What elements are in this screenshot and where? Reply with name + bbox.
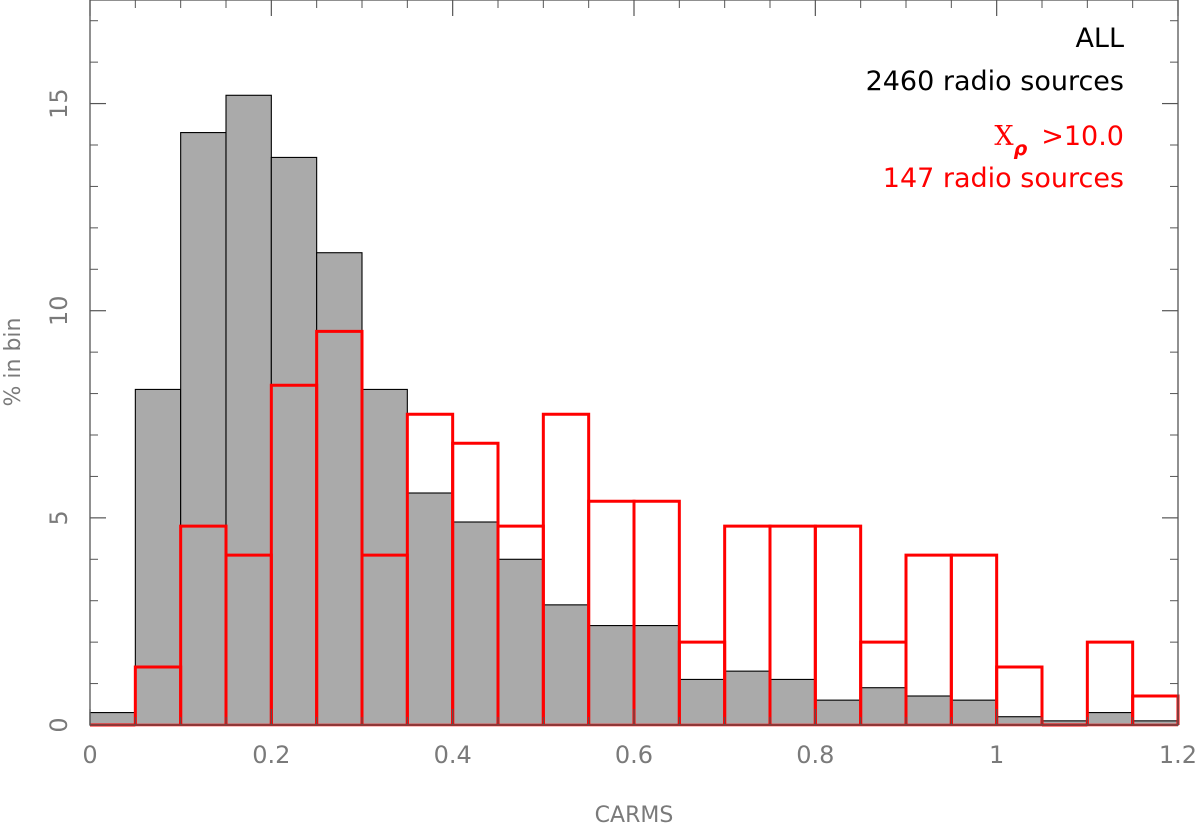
y-tick-label: 5: [45, 510, 73, 525]
red-bar: [995, 665, 1044, 725]
red-bar: [813, 524, 863, 725]
x-axis-label: CARMS: [595, 803, 674, 825]
axis-ticks: [89, 0, 1179, 726]
x-tick-label: 0.2: [252, 741, 290, 769]
gray-bar: [452, 521, 499, 726]
gray-bar: [134, 388, 182, 726]
gray-bar: [950, 699, 998, 726]
gray-bar: [860, 687, 907, 726]
gray-bar: [225, 94, 272, 726]
gray-bar: [905, 695, 952, 726]
gray-histogram-series: [89, 94, 1179, 726]
x-tick-label: 0.4: [434, 741, 472, 769]
x-tick-label: 1: [989, 741, 1004, 769]
red-bar: [1085, 640, 1135, 725]
axis-tick-labels: 0 0.2 0.4 0.6 0.8 1 1.2 0 5 10 15: [45, 88, 1197, 769]
gray-bar: [588, 625, 635, 726]
red-bar: [949, 553, 999, 725]
cut-symbol: X: [994, 121, 1014, 152]
gray-bar: [724, 670, 771, 726]
red-histogram-series: [90, 329, 1180, 727]
gray-bar: [406, 492, 454, 726]
annotation-cut-label: Xρ >10.0: [994, 121, 1124, 160]
gray-bar: [542, 604, 590, 726]
x-tick-label: 0.6: [615, 741, 653, 769]
y-tick-label: 0: [45, 717, 73, 732]
gray-bar: [361, 388, 408, 726]
gray-bar: [89, 712, 136, 726]
gray-bar: [1086, 712, 1134, 726]
x-tick-label: 1.2: [1159, 741, 1197, 769]
annotation-all-label: ALL: [1075, 23, 1124, 54]
cut-threshold: >10.0: [1041, 121, 1124, 152]
y-axis-label: % in bin: [1, 318, 26, 407]
gray-bar: [814, 699, 862, 726]
gray-bar: [678, 678, 726, 726]
x-tick-label: 0: [82, 741, 97, 769]
gray-bar: [633, 625, 680, 726]
y-tick-label: 10: [45, 295, 73, 326]
red-bar: [632, 499, 681, 725]
red-bar: [315, 329, 364, 725]
cut-subscript: ρ: [1014, 138, 1028, 160]
y-tick-label: 15: [45, 88, 73, 119]
annotation-cut-count: 147 radio sources: [883, 163, 1124, 194]
gray-bar: [769, 678, 816, 726]
gray-bar: [180, 132, 227, 726]
gray-bar: [497, 558, 544, 726]
annotation-all-count: 2460 radio sources: [866, 66, 1124, 97]
x-tick-label: 0.8: [796, 741, 834, 769]
gray-bar: [270, 156, 318, 726]
gray-bar: [316, 252, 363, 726]
